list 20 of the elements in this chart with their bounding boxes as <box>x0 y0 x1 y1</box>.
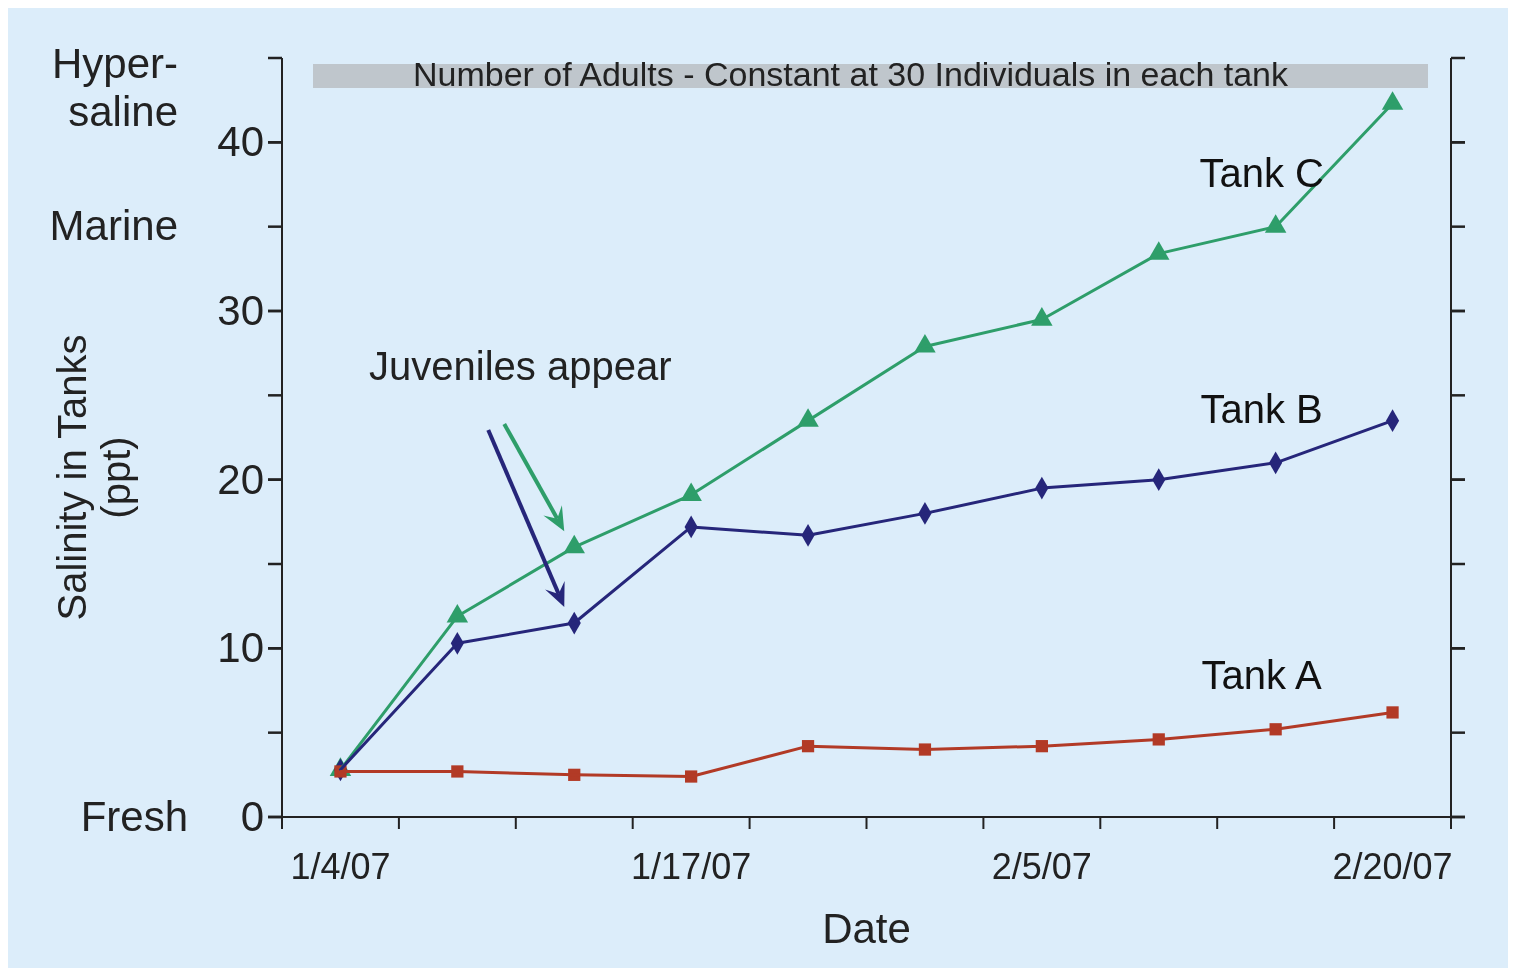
y-tick-label: 30 <box>217 287 264 334</box>
annotation: Juveniles appear <box>369 344 672 388</box>
text: Marine <box>49 202 178 250</box>
annotation: Number of Adults - Constant at 30 Individuals in each tank <box>412 55 1290 93</box>
x-tick-label: 1/17/07 <box>631 846 752 887</box>
y-tick-label: 0 <box>240 793 264 840</box>
text: Fresh <box>80 793 188 840</box>
y-tick-label: 10 <box>217 624 264 672</box>
series-label: Tank A <box>1201 653 1323 698</box>
x-tick-label: 2/5/07 <box>991 846 1092 887</box>
text: Hyper- saline <box>51 39 178 135</box>
x-tick-label: 2/20/07 <box>1332 846 1453 887</box>
x-axis-title: Date <box>822 905 911 952</box>
y-tick-label: 20 <box>217 455 264 503</box>
x-tick-label: 1/4/07 <box>290 846 391 887</box>
y-axis-title: Salinity in Tanks (ppt) <box>50 334 138 621</box>
series-label: Tank C <box>1199 150 1324 195</box>
point <box>1386 706 1399 719</box>
series-label: Tank B <box>1200 386 1323 431</box>
y-tick-label: 40 <box>217 118 264 166</box>
